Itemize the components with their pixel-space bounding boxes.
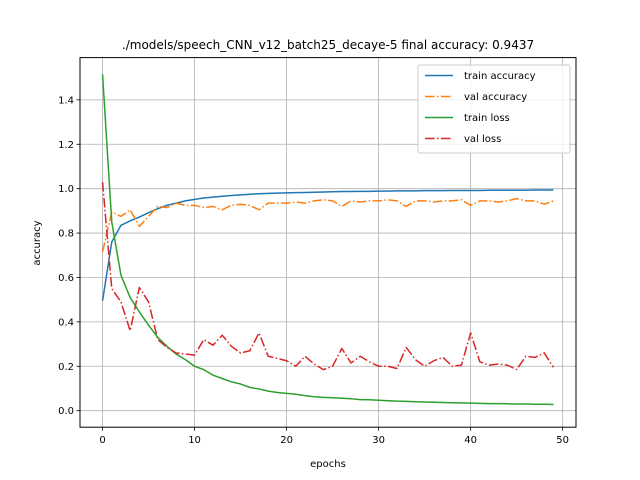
x-axis-ticks: 0 10 20 30 40 50	[99, 427, 569, 446]
y-tick-label: 0.8	[58, 229, 74, 240]
series-line-train-loss	[101, 74, 554, 406]
y-axis-label: accuracy	[32, 220, 43, 265]
x-tick-label: 0	[99, 435, 105, 446]
x-tick-label: 10	[188, 435, 201, 446]
legend-box	[417, 64, 571, 154]
x-tick-label: 20	[280, 435, 293, 446]
y-tick-label: 0.6	[58, 273, 74, 284]
y-tick-label: 1.4	[58, 95, 74, 106]
x-tick-label: 50	[556, 435, 569, 446]
y-tick-label: 0.4	[58, 317, 74, 328]
chart-title: ./models/speech_CNN_v12_batch25_decaye-5…	[122, 38, 534, 52]
x-tick-label: 30	[372, 435, 385, 446]
series-line-val-accuracy	[101, 197, 554, 253]
legend-label: val loss	[464, 134, 501, 145]
legend-label: train accuracy	[464, 71, 536, 82]
x-axis-label: epochs	[310, 459, 346, 470]
y-tick-label: 0.2	[58, 362, 74, 373]
y-tick-label: 0.0	[58, 406, 74, 417]
series-lines	[101, 74, 555, 406]
legend-label: val accuracy	[464, 92, 527, 103]
legend: train accuracy val accuracy train loss val …	[417, 64, 571, 154]
y-axis-ticks: 0.0 0.2 0.4 0.6 0.8 1.0 1.2 1.4	[58, 95, 80, 417]
series-line-val-loss	[101, 181, 555, 371]
plot-area-frame	[79, 57, 577, 428]
legend-label: train loss	[464, 113, 510, 124]
y-tick-label: 1.0	[58, 184, 74, 195]
y-tick-label: 1.2	[58, 140, 74, 151]
x-tick-label: 40	[464, 435, 477, 446]
